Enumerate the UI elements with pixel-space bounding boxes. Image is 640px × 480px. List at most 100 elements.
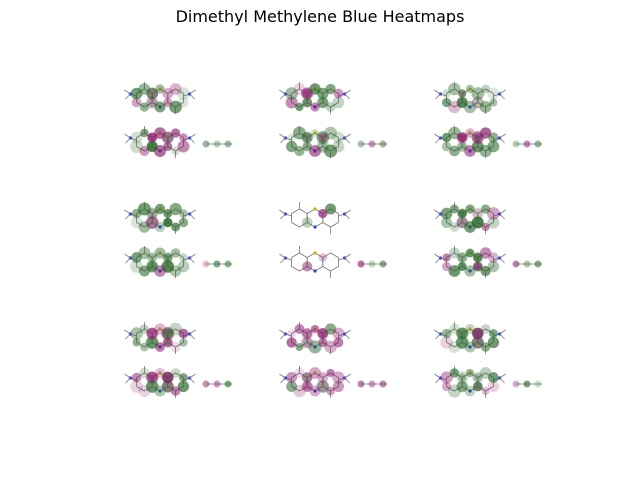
methyl-bond: [125, 377, 131, 384]
attribution-blob: [480, 204, 491, 214]
attribution-blob: [465, 204, 475, 214]
methyl-bond: [344, 213, 350, 220]
attribution-blob: [471, 87, 485, 100]
attribution-blob: [302, 382, 312, 391]
attribution-blob: [317, 87, 329, 100]
counterion-blob: [379, 140, 387, 148]
methyl-bond: [344, 93, 350, 100]
attribution-blob: [169, 83, 182, 95]
methyl-bond: [499, 213, 505, 220]
counterion-blob: [368, 140, 376, 148]
attribution-blob: [171, 146, 180, 156]
methyl-bond: [124, 253, 131, 259]
methyl-bond: [189, 137, 195, 144]
counterion-blob: [512, 260, 520, 268]
attribution-blob: [147, 97, 157, 108]
counterion-blob: [202, 140, 210, 148]
counterion-blob: [534, 260, 542, 268]
methyl-bond: [124, 133, 131, 139]
methyl-bond: [279, 253, 286, 259]
attribution-blob: [441, 328, 452, 339]
sulfur-atom: [313, 207, 317, 211]
attribution-blob: [130, 380, 143, 393]
attribution-blob: [472, 336, 484, 349]
methyl-bond: [189, 133, 196, 139]
attribution-blob: [455, 336, 469, 349]
methyl-bond: [124, 89, 131, 95]
attribution-blob: [318, 208, 328, 219]
attribution-blob: [130, 327, 143, 340]
attribution-blob: [441, 97, 452, 108]
attribution-blob: [471, 96, 484, 109]
attribution-blob: [294, 368, 305, 378]
attribution-blob: [471, 140, 484, 153]
attribution-blob: [287, 329, 296, 338]
counterion-blob: [512, 380, 520, 388]
attribution-blob: [179, 253, 188, 262]
attribution-blob: [324, 340, 337, 354]
nitrogen-atom: [158, 225, 162, 229]
counterion-blob: [368, 260, 376, 268]
methyl-bond: [189, 89, 196, 95]
nitrogen-atom: [468, 269, 472, 273]
heatmap-panel: [124, 82, 232, 158]
methyl-bond: [124, 373, 131, 379]
counterion-blob: [213, 260, 221, 268]
attribution-blob: [465, 248, 475, 258]
nitrogen-atom: [313, 225, 317, 229]
attribution-blob: [465, 368, 475, 378]
methyl-bond: [434, 133, 441, 139]
methyl-bond: [280, 333, 286, 340]
attribution-blob: [488, 132, 499, 143]
methyl-bond: [344, 209, 351, 215]
methyl-bond: [435, 93, 441, 100]
methyl-bond: [435, 257, 441, 264]
attribution-blob: [332, 327, 345, 340]
methyl-bond: [499, 257, 505, 264]
attribution-blob: [487, 216, 500, 229]
methyl-bond: [434, 89, 441, 95]
attribution-blob: [449, 204, 459, 214]
attribution-blob: [449, 222, 460, 232]
sulfur-atom: [313, 251, 317, 255]
methyl-bond: [279, 89, 286, 95]
methyl-bond: [344, 89, 351, 95]
attribution-blob: [479, 101, 492, 113]
counterion-blob: [379, 260, 387, 268]
attribution-blob: [138, 221, 151, 233]
attribution-blob: [285, 87, 298, 100]
nitrogen-atom: [468, 345, 472, 349]
attribution-blob: [316, 140, 330, 153]
attribution-blob: [310, 324, 320, 334]
attribution-blob: [457, 133, 467, 142]
attribution-blob: [480, 265, 491, 277]
figure-title: Dimethyl Methylene Blue Heatmaps: [175, 7, 465, 26]
methyl-bond: [189, 257, 195, 264]
sulfur-atom: [313, 371, 317, 375]
methyl-bond: [189, 329, 196, 335]
methyl-bond: [279, 373, 286, 379]
counterion-blob: [523, 140, 531, 148]
methyl-bond: [499, 93, 505, 100]
attribution-blob: [303, 142, 312, 151]
counterion-blob: [368, 380, 376, 388]
attribution-blob: [458, 329, 467, 338]
attribution-blob: [447, 384, 461, 398]
attribution-blob: [301, 372, 313, 383]
methyl-bond: [499, 209, 506, 215]
attribution-blob: [333, 88, 344, 99]
attribution-blob: [170, 368, 181, 378]
nitrogen-atom: [158, 389, 162, 393]
counterion-blob: [523, 380, 531, 388]
sulfur-atom: [313, 131, 317, 135]
attribution-blob: [162, 337, 173, 348]
attribution-blob: [472, 381, 483, 392]
attribution-blob: [309, 145, 321, 157]
attribution-blob: [132, 338, 141, 347]
attribution-blob: [162, 87, 174, 100]
methyl-bond: [125, 213, 131, 220]
heatmap-panel: [434, 322, 542, 398]
attribution-blob: [302, 97, 313, 108]
methyl-bond: [280, 257, 286, 264]
attribution-blob: [440, 371, 453, 384]
